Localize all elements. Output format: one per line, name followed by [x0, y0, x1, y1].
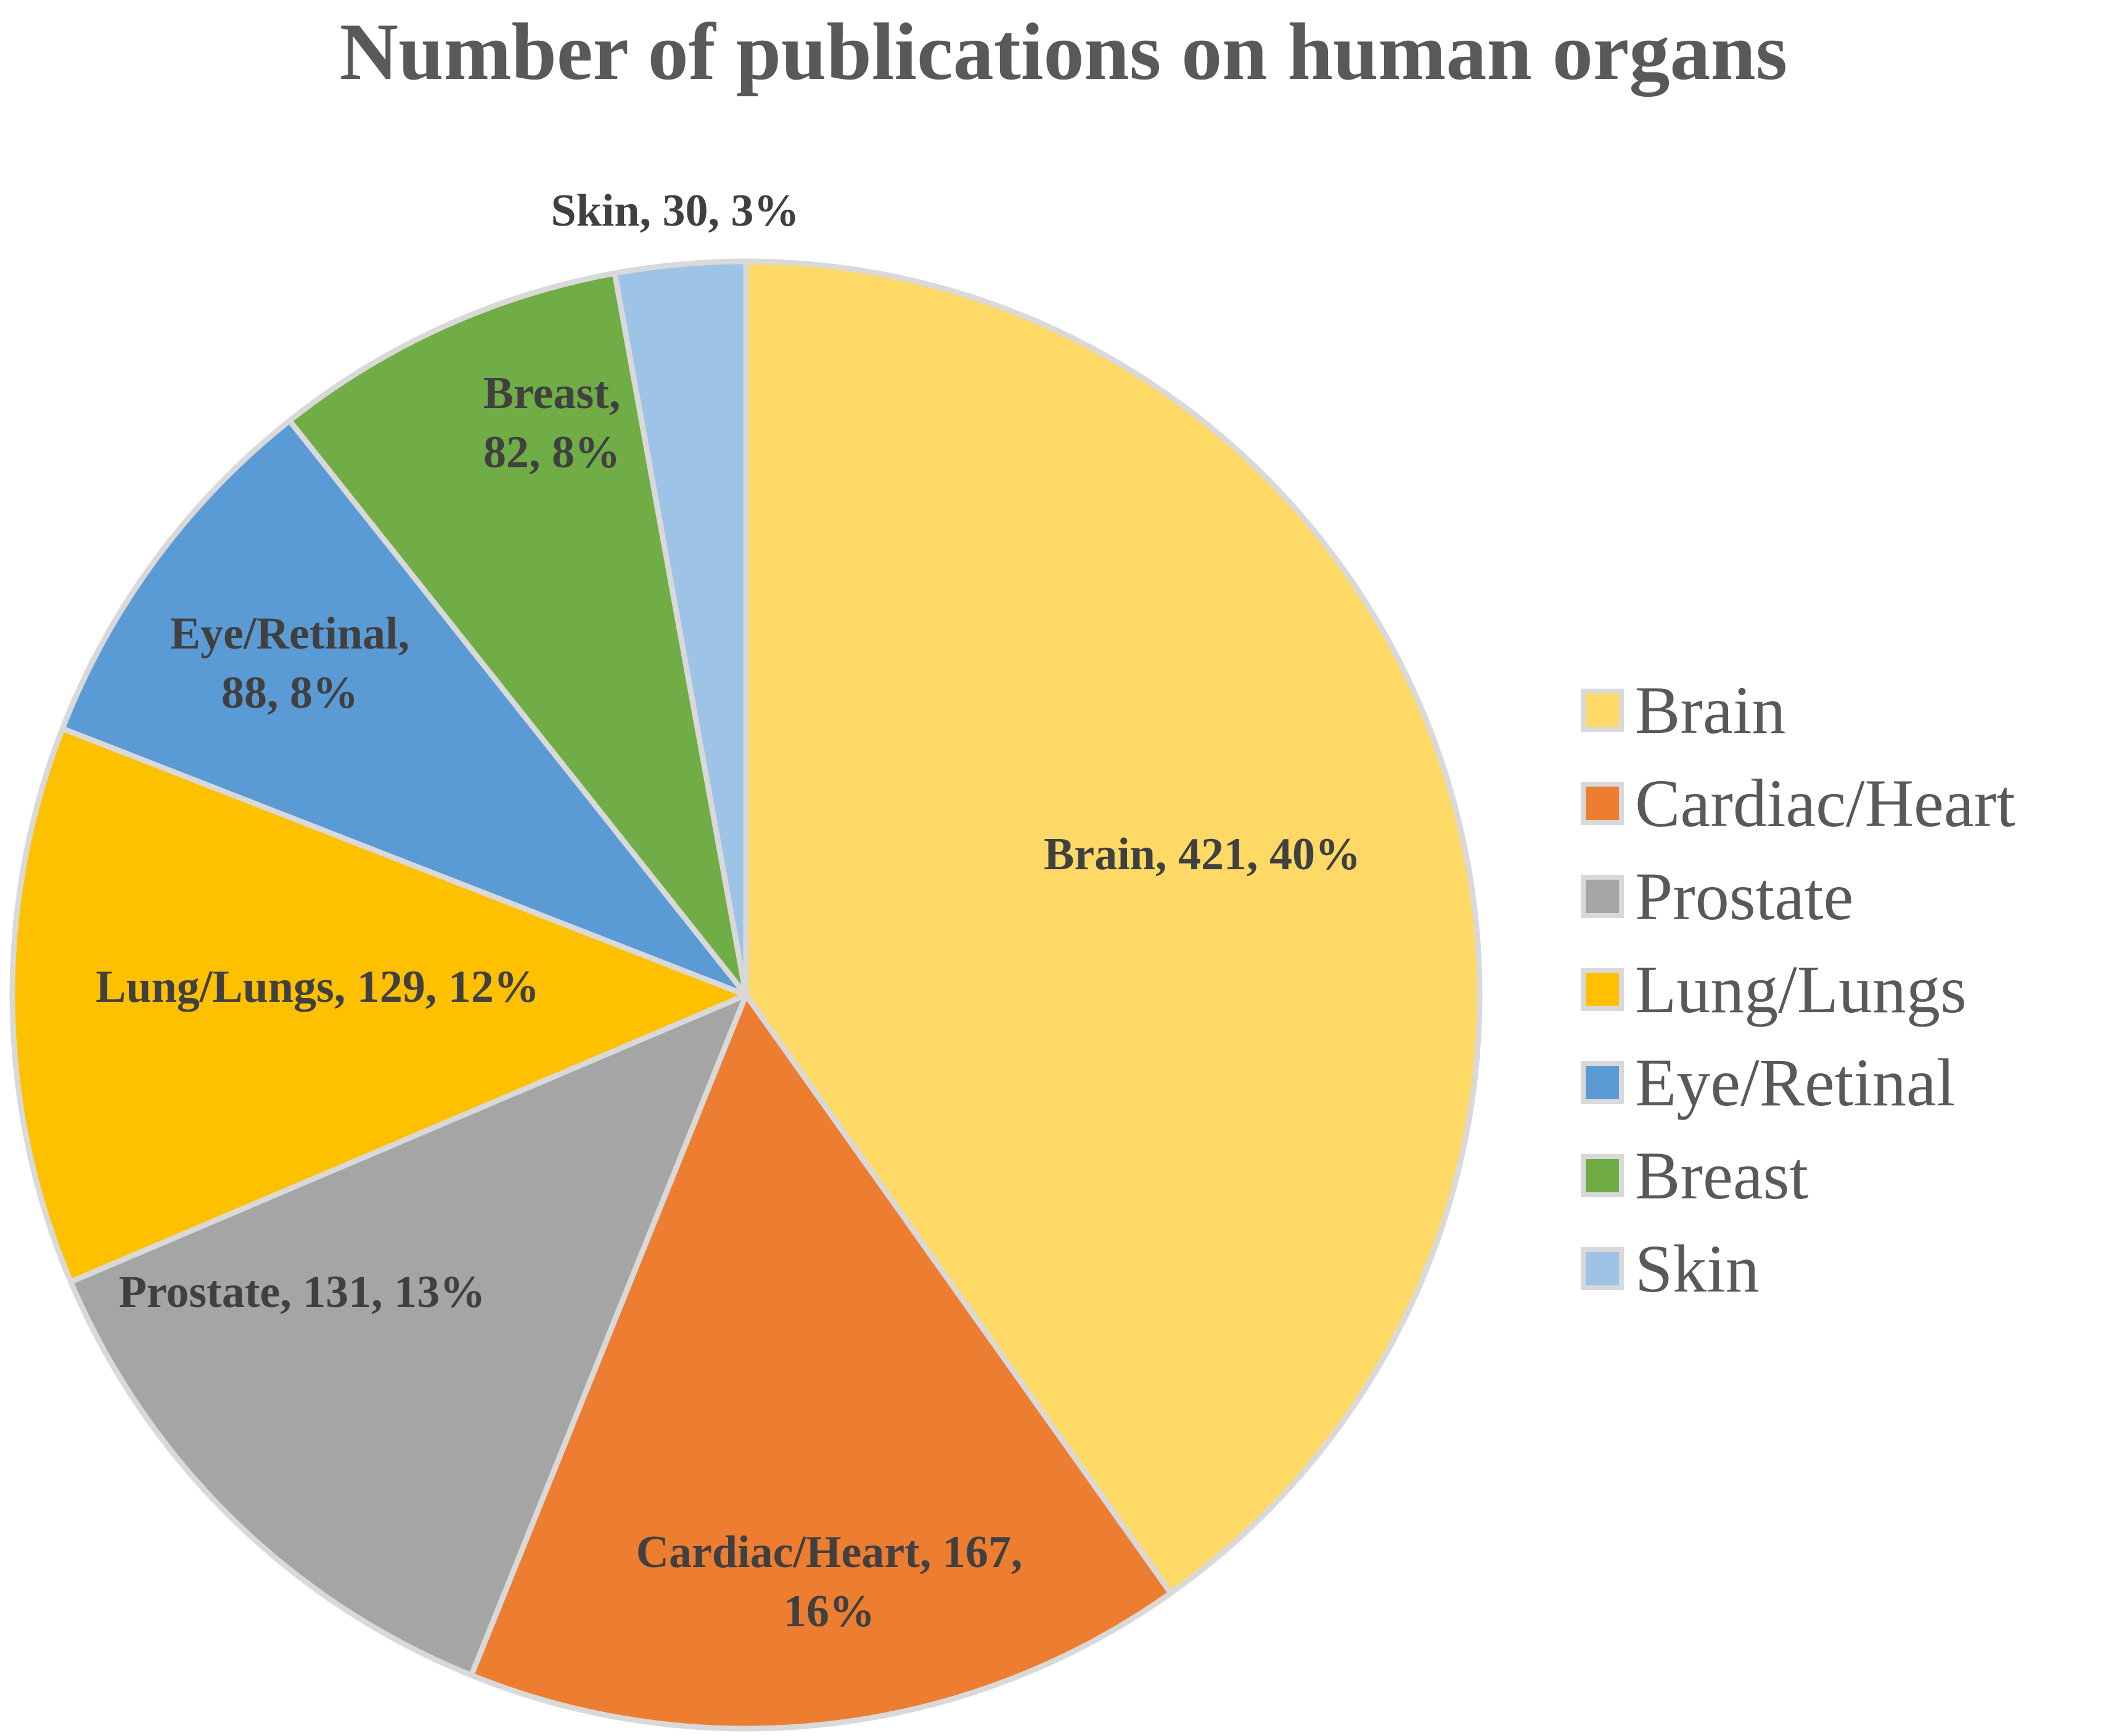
legend-label: Prostate	[1635, 859, 1853, 934]
legend-swatch	[1581, 1247, 1624, 1290]
slice-label-eye-retinal: Eye/Retinal, 88, 8%	[170, 608, 409, 718]
legend-item-skin: Skin	[1581, 1231, 1760, 1306]
legend-label: Brain	[1635, 673, 1785, 748]
chart-title: Number of publications on human organs	[340, 6, 1787, 97]
legend-item-brain: Brain	[1581, 673, 1785, 748]
legend-item-breast: Breast	[1581, 1138, 1808, 1213]
slice-label-line: 82, 8%	[483, 427, 620, 478]
slice-label-line: Lung/Lungs, 129, 12%	[96, 962, 539, 1012]
slice-label-line: Breast,	[483, 368, 621, 419]
legend-item-cardiac-heart: Cardiac/Heart	[1581, 766, 2015, 841]
pie-slice-prostate	[68, 992, 749, 1678]
pie-slices	[9, 258, 1483, 1732]
slice-label-lung-lungs: Lung/Lungs, 129, 12%	[96, 962, 539, 1012]
pie-slice-breast	[287, 270, 749, 998]
slice-labels: Brain, 421, 40% Cardiac/Heart, 167, 16% Pro…	[96, 186, 1361, 1637]
legend-swatch	[1581, 782, 1624, 825]
slice-label-brain: Brain, 421, 40%	[1044, 829, 1361, 880]
legend-label: Cardiac/Heart	[1635, 766, 2015, 841]
pie-slice-eye-retinal	[59, 417, 749, 998]
legend-swatch	[1581, 968, 1624, 1011]
pie-slice-cardiac-heart	[469, 992, 1174, 1732]
legend-swatch	[1581, 1154, 1624, 1197]
legend-item-lung-lungs: Lung/Lungs	[1581, 952, 1967, 1027]
slice-label-cardiac-heart: Cardiac/Heart, 167, 16%	[636, 1527, 1023, 1637]
legend-label: Skin	[1635, 1231, 1760, 1306]
slice-label-line: 88, 8%	[221, 668, 358, 718]
slice-label-breast: Breast, 82, 8%	[483, 368, 621, 478]
legend-label: Lung/Lungs	[1635, 952, 1967, 1027]
slice-label-line: Eye/Retinal,	[170, 608, 409, 659]
legend-label: Breast	[1635, 1138, 1808, 1213]
slice-label-prostate: Prostate, 131, 13%	[119, 1267, 486, 1317]
slice-label-line: Cardiac/Heart, 167,	[636, 1527, 1023, 1578]
legend-swatch	[1581, 1061, 1624, 1104]
pie-slice-skin	[612, 258, 749, 998]
pie-slice-lung-lungs	[9, 726, 749, 1285]
slice-label-line: 16%	[784, 1586, 875, 1637]
slice-label-line: Brain, 421, 40%	[1044, 829, 1361, 880]
legend-label: Eye/Retinal	[1635, 1045, 1955, 1120]
legend-item-eye-retinal: Eye/Retinal	[1581, 1045, 1955, 1120]
legend: Brain Cardiac/Heart Prostate Lung/Lungs Eye/…	[1581, 673, 2015, 1306]
slice-label-line: Skin, 30, 3%	[551, 186, 799, 236]
slice-label-line: Prostate, 131, 13%	[119, 1267, 486, 1317]
slice-label-skin: Skin, 30, 3%	[551, 186, 799, 236]
legend-item-prostate: Prostate	[1581, 859, 1853, 934]
legend-swatch	[1581, 875, 1624, 918]
legend-swatch	[1581, 689, 1624, 732]
pie-slice-brain	[743, 258, 1483, 1596]
